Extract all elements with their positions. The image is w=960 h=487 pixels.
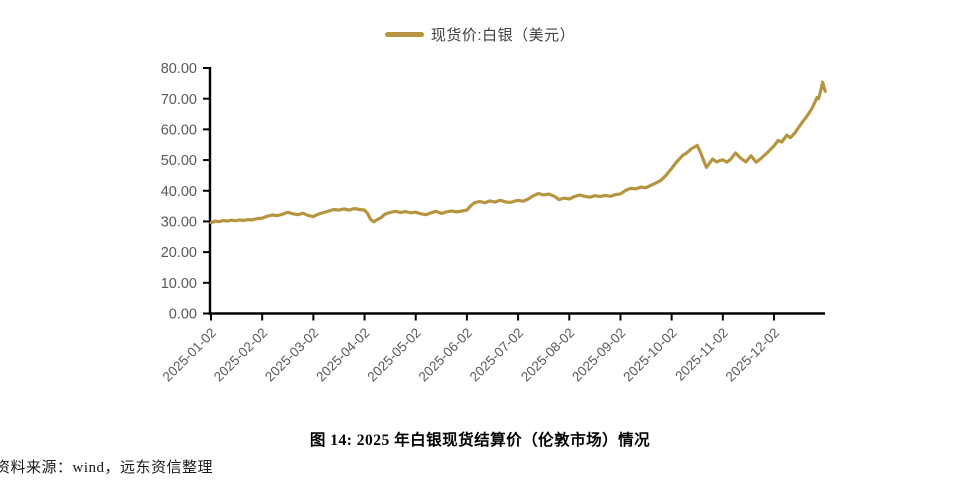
x-axis-tick-label: 2025-04-02: [313, 325, 372, 384]
y-axis-tick-label: 60.00: [161, 122, 197, 138]
y-axis-tick-label: 70.00: [161, 92, 197, 108]
data-source-note: 资料来源：wind，远东资信整理: [0, 460, 214, 476]
x-axis-tick-label: 2025-12-02: [723, 325, 782, 384]
x-axis-tick-label: 2025-05-02: [364, 325, 423, 384]
x-axis-tick-label: 2025-06-02: [416, 325, 475, 384]
silver-price-series-line: [209, 80, 827, 225]
x-axis-tick-label: 2025-03-02: [262, 325, 321, 384]
legend-line-swatch-icon: [384, 32, 424, 37]
y-axis-tick-label: 0.00: [169, 307, 197, 323]
x-axis-tick-label: 2025-01-02: [160, 325, 219, 384]
x-axis-tick-label: 2025-10-02: [620, 325, 679, 384]
x-axis-tick-label: 2025-08-02: [518, 325, 577, 384]
x-axis-tick-label: 2025-09-02: [569, 325, 628, 384]
x-axis-tick-label: 2025-11-02: [672, 325, 731, 384]
y-axis-tick-label: 40.00: [161, 184, 197, 200]
legend-series-label: 现货价:白银（美元）: [430, 27, 576, 44]
x-axis-tick-label: 2025-07-02: [467, 325, 526, 384]
y-axis-tick-label: 80.00: [161, 61, 197, 77]
y-axis-tick-label: 30.00: [161, 215, 197, 231]
chart-caption: 图 14: 2025 年白银现货结算价（伦敦市场）情况: [309, 432, 651, 449]
y-axis-tick-label: 50.00: [161, 153, 197, 169]
silver-price-line-chart: 0.00 10.00 20.00 30.00 40.00 50.00 60.00 70.00 8…: [160, 61, 827, 384]
x-axis-tick-label: 2025-02-02: [211, 325, 270, 384]
y-axis-tick-label: 10.00: [161, 276, 197, 292]
chart-legend: 现货价:白银（美元）: [0, 24, 960, 45]
y-axis-tick-label: 20.00: [161, 245, 197, 261]
